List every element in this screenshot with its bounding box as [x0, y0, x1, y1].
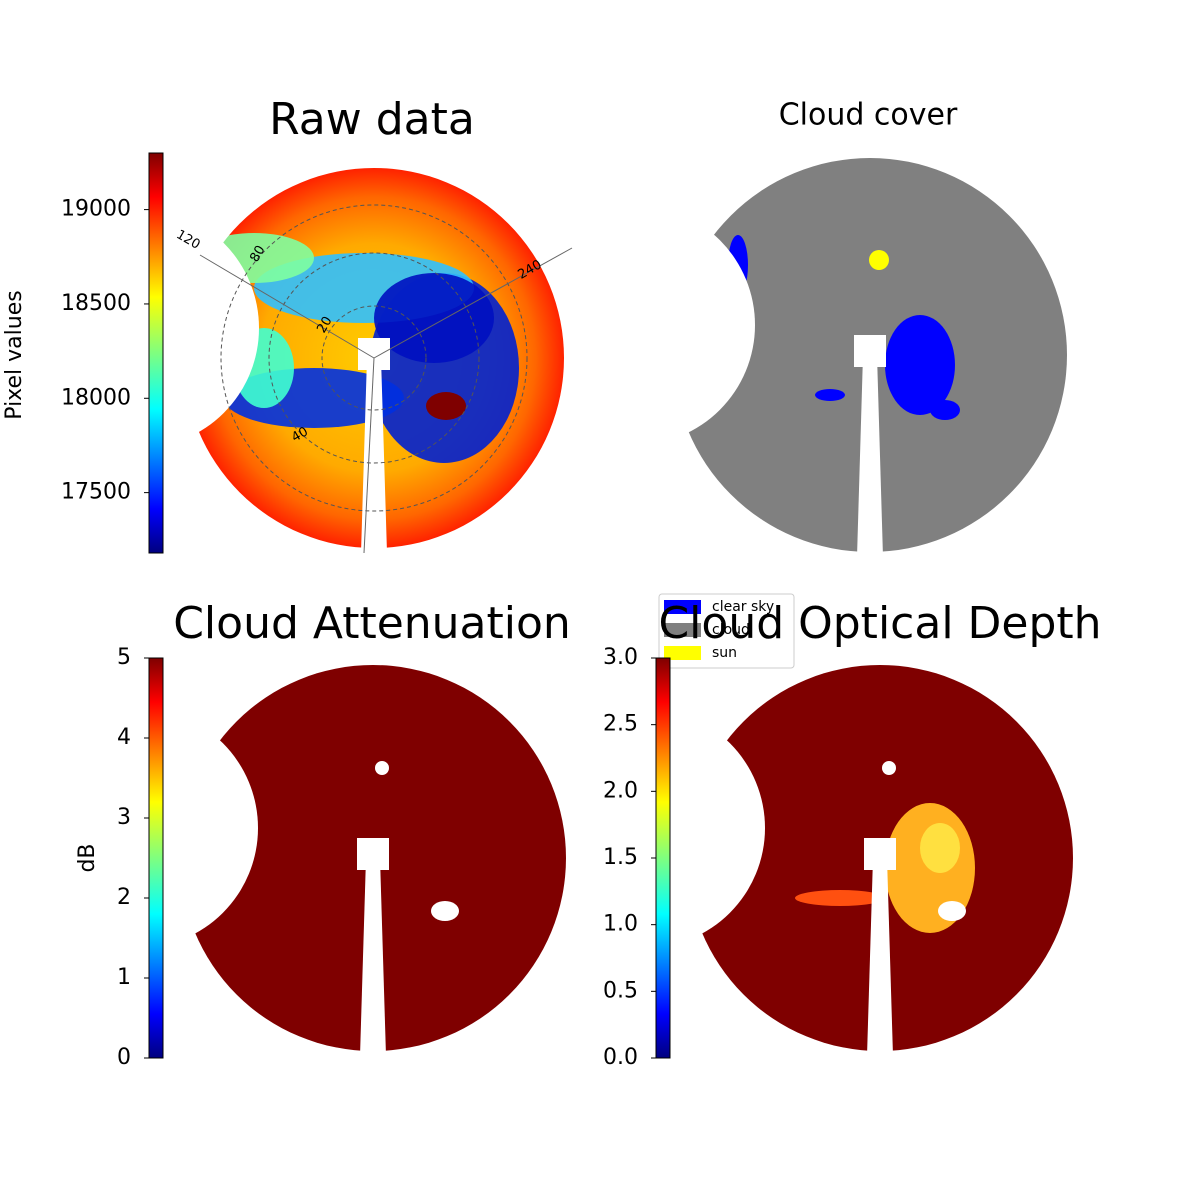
blocked: [375, 761, 389, 775]
panel-title: Raw data: [269, 94, 475, 145]
polar-label: 20: [314, 314, 335, 336]
colorbar-tick-label: 1: [117, 965, 131, 990]
colorbar-tick-label: 5: [117, 645, 131, 670]
image-bg: [687, 665, 1073, 1051]
colorbar-tick-label: 1.5: [603, 845, 638, 870]
image-region: [194, 233, 314, 283]
legend-label: sun: [712, 645, 737, 661]
legend-swatch: [664, 600, 701, 614]
colorbar-tick-label: 3: [117, 805, 131, 830]
colorbar-tick-label: 2.0: [603, 778, 638, 803]
clear-region: [728, 235, 748, 295]
sky-image: [180, 665, 566, 1051]
colorbar-tick-label: 3.0: [603, 645, 638, 670]
colorbar-tick-label: 0: [117, 1045, 131, 1070]
colorbar-tick-label: 18000: [61, 385, 131, 410]
colorbar-label: dB: [75, 843, 100, 872]
clear-region: [930, 400, 960, 420]
polar-grid: [199, 204, 573, 554]
polar-spoke: [363, 357, 375, 554]
colorbar-tick-label: 17500: [61, 480, 131, 505]
polar-ring: [321, 305, 427, 411]
image-bg: [180, 665, 566, 1051]
colorbar-tick-label: 0.5: [603, 978, 638, 1003]
image-region: [920, 823, 960, 873]
polar-spoke: [199, 254, 375, 359]
colorbar-label: Pixel values: [2, 290, 27, 419]
polar-ring: [268, 252, 480, 464]
polar-label: 80: [247, 243, 268, 265]
image-region: [426, 392, 466, 420]
image-region: [374, 273, 494, 363]
blocked: [882, 761, 896, 775]
image-region: [69, 263, 79, 273]
polar-spoke: [373, 247, 573, 359]
legend-label: clear sky: [712, 599, 774, 615]
clear-region: [815, 389, 845, 401]
sky-image: [687, 665, 1073, 1051]
colorbar: [148, 152, 164, 554]
clear-region: [885, 315, 955, 415]
image-bg: [673, 158, 1067, 552]
image-region: [795, 890, 885, 906]
image-region: [234, 328, 294, 408]
legend: clear sky cloud sun: [658, 593, 795, 669]
polar-ring: [220, 204, 528, 512]
panel-title: Cloud Attenuation: [173, 598, 571, 649]
legend-swatch: [664, 646, 701, 660]
colorbar-tick-label: 4: [117, 725, 131, 750]
legend-label: cloud: [712, 622, 750, 638]
panel-title: Cloud Optical Depth: [658, 598, 1101, 649]
colorbar: [655, 657, 671, 1059]
polar-label: 40: [289, 424, 311, 445]
colorbar: [148, 657, 164, 1059]
blocked: [938, 901, 966, 921]
colorbar-tick-label: 18500: [61, 291, 131, 316]
sun: [869, 250, 889, 270]
legend-swatch: [664, 623, 701, 637]
blocked: [431, 901, 459, 921]
colorbar-tick-label: 1.0: [603, 912, 638, 937]
colorbar-tick-label: 19000: [61, 197, 131, 222]
colorbar-tick-label: 2.5: [603, 712, 638, 737]
sky-image: [673, 158, 1067, 552]
panel-title: Cloud cover: [779, 98, 958, 133]
colorbar-tick-label: 2: [117, 885, 131, 910]
colorbar-tick-label: 0.0: [603, 1045, 638, 1070]
sky-image: [69, 168, 564, 548]
